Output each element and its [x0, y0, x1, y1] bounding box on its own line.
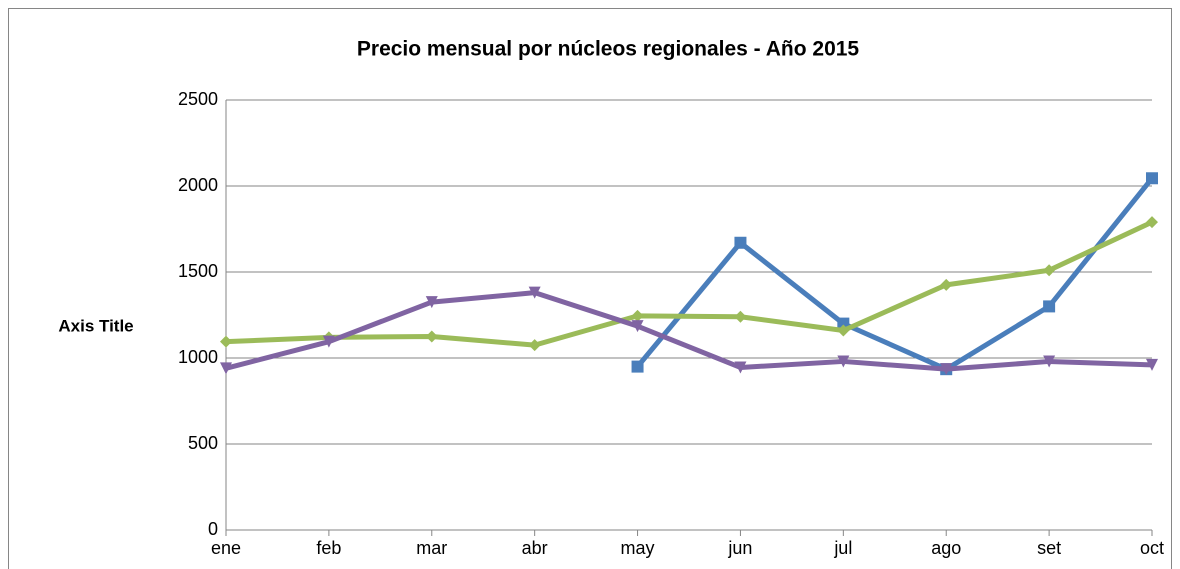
y-tick-label: 2000	[178, 175, 218, 195]
marker	[425, 330, 438, 343]
y-tick-label: 2500	[178, 89, 218, 109]
x-tick-label: jun	[727, 538, 752, 558]
x-tick-label: jul	[833, 538, 852, 558]
marker	[220, 335, 232, 348]
y-tick-label: 500	[188, 433, 218, 453]
marker	[1043, 300, 1056, 313]
marker	[837, 355, 850, 368]
marker	[631, 320, 644, 333]
marker	[940, 278, 953, 291]
marker	[1146, 172, 1158, 185]
marker	[631, 309, 644, 322]
y-tick-label: 0	[208, 519, 218, 539]
marker	[425, 296, 438, 309]
marker	[837, 324, 850, 337]
x-tick-label: may	[621, 538, 655, 558]
series-line	[635, 176, 1154, 372]
marker	[528, 286, 541, 299]
x-tick-label: set	[1037, 538, 1061, 558]
marker	[1146, 216, 1158, 229]
x-tick-label: ago	[931, 538, 961, 558]
marker	[940, 363, 953, 376]
x-tick-label: mar	[416, 538, 447, 558]
x-tick-label: oct	[1140, 538, 1164, 558]
marker	[734, 310, 747, 323]
y-tick-label: 1000	[178, 347, 218, 367]
chart-title: Precio mensual por núcleos regionales - …	[357, 38, 860, 61]
marker	[1043, 355, 1056, 368]
y-tick-label: 1500	[178, 261, 218, 281]
series-line	[225, 219, 1154, 348]
y-axis-title: Axis Title	[58, 316, 133, 335]
marker	[734, 236, 747, 249]
marker	[1043, 264, 1056, 277]
marker	[322, 335, 335, 348]
x-tick-label: feb	[316, 538, 341, 558]
marker	[1146, 358, 1158, 371]
marker	[631, 360, 644, 373]
chart-frame	[8, 8, 1172, 569]
x-tick-label: abr	[522, 538, 548, 558]
x-tick-label: ene	[211, 538, 241, 558]
marker	[734, 361, 747, 374]
marker	[528, 339, 541, 352]
marker	[220, 362, 232, 375]
series-line	[225, 290, 1153, 372]
